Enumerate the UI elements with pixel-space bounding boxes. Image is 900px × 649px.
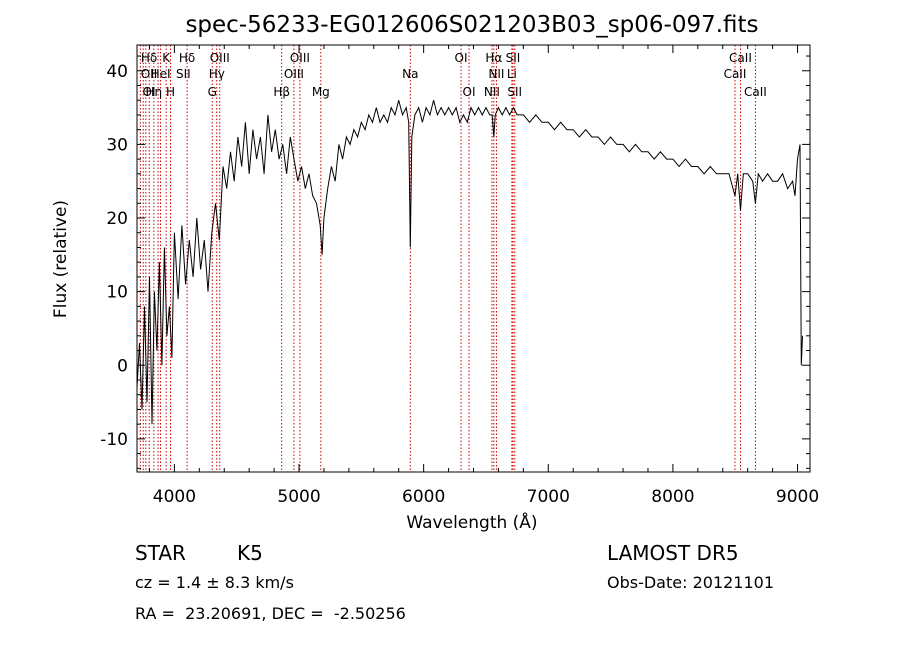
obs-date: Obs-Date: 20121101 bbox=[607, 573, 775, 592]
line-marker-label: NII bbox=[484, 85, 500, 99]
line-marker-label: OIII bbox=[284, 67, 304, 81]
redshift-text: cz = 1.4 ± 8.3 km/s bbox=[135, 573, 294, 592]
x-tick-label: 6000 bbox=[402, 487, 445, 507]
chart-title: spec-56233-EG012606S021203B03_sp06-097.f… bbox=[185, 12, 758, 38]
line-marker-label: Li bbox=[507, 67, 517, 81]
x-tick-label: 4000 bbox=[153, 487, 196, 507]
line-marker-label: CaII bbox=[744, 85, 767, 99]
y-axis: -10 0 10 20 30 40 bbox=[100, 55, 810, 469]
line-marker-label: CaII bbox=[724, 67, 747, 81]
line-marker-label: Hβ bbox=[273, 85, 290, 99]
line-marker-label: K bbox=[162, 51, 171, 65]
y-tick-label: 0 bbox=[117, 356, 128, 376]
line-marker-label: Mg bbox=[312, 85, 330, 99]
y-tick-label: -10 bbox=[100, 430, 128, 450]
line-marker-label: H bbox=[166, 85, 175, 99]
object-subclass: K5 bbox=[237, 541, 263, 565]
coordinates-text: RA = 23.20691, DEC = -2.50256 bbox=[135, 604, 406, 623]
y-axis-label: Flux (relative) bbox=[51, 200, 71, 318]
x-axis: 4000 5000 6000 7000 8000 9000 bbox=[148, 45, 819, 507]
line-marker-label: Hγ bbox=[209, 67, 225, 81]
line-marker-label: Hδ bbox=[179, 51, 195, 65]
y-tick-label: 20 bbox=[106, 209, 128, 229]
line-marker-label: CaII bbox=[729, 51, 752, 65]
survey-name: LAMOST DR5 bbox=[607, 541, 739, 565]
line-marker-label: OI bbox=[463, 85, 476, 99]
line-marker-label: NII bbox=[488, 67, 504, 81]
line-marker-label: Hα bbox=[485, 51, 502, 65]
y-tick-label: 10 bbox=[106, 283, 128, 303]
x-tick-label: 8000 bbox=[651, 487, 694, 507]
x-tick-label: 7000 bbox=[527, 487, 570, 507]
line-marker-label: OIII bbox=[210, 51, 230, 65]
line-marker-label: HeI bbox=[151, 67, 171, 81]
line-marker-label: SII bbox=[507, 85, 522, 99]
x-tick-label: 5000 bbox=[277, 487, 320, 507]
line-marker-label: G bbox=[208, 85, 217, 99]
x-tick-label: 9000 bbox=[776, 487, 819, 507]
line-marker-label: OI bbox=[143, 85, 156, 99]
line-marker-label: Hδ bbox=[141, 51, 157, 65]
line-marker-label: Hη bbox=[146, 85, 163, 99]
spectrum-line bbox=[136, 100, 803, 425]
line-marker-label: OI bbox=[455, 51, 468, 65]
line-marker-label: SII bbox=[176, 67, 191, 81]
y-tick-label: 40 bbox=[106, 62, 128, 82]
x-axis-label: Wavelength (Å) bbox=[406, 511, 537, 533]
line-marker-label: Na bbox=[402, 67, 418, 81]
y-tick-label: 30 bbox=[106, 135, 128, 155]
marker-lines bbox=[139, 45, 756, 472]
object-class: STAR bbox=[135, 541, 186, 565]
line-marker-label: OIII bbox=[290, 51, 310, 65]
plot-frame bbox=[136, 44, 811, 473]
line-marker-label: SII bbox=[506, 51, 521, 65]
